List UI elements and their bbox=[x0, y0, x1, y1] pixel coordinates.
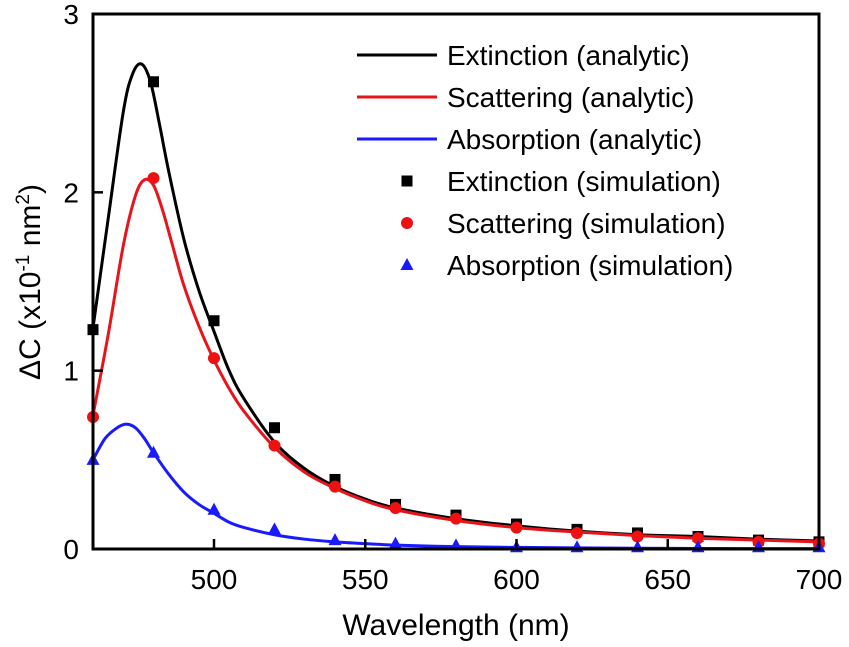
legend-swatch bbox=[401, 175, 413, 187]
scattering-simulation-point bbox=[692, 532, 704, 545]
absorption-simulation-point bbox=[207, 502, 221, 515]
legend-item-scattering-analytic: Scattering (analytic) bbox=[357, 82, 694, 113]
y-axis-title-mid: nm bbox=[14, 205, 47, 255]
x-axis-title: Wavelength (nm) bbox=[342, 609, 569, 642]
y-axis-title-close: ) bbox=[14, 184, 47, 194]
absorption-analytic-line bbox=[91, 422, 820, 551]
y-tick-label: 0 bbox=[63, 534, 79, 565]
y-tick-label: 1 bbox=[63, 356, 79, 387]
legend-swatch bbox=[400, 258, 414, 270]
scattering-simulation-point bbox=[147, 172, 160, 185]
absorption-simulation-point bbox=[449, 538, 463, 551]
absorption-simulation-point bbox=[389, 536, 402, 549]
absorption-simulation-point bbox=[147, 445, 160, 458]
extinction-simulation-point bbox=[148, 76, 159, 88]
legend-swatch bbox=[401, 217, 413, 229]
plot-area: 500 550 600 650 700 0 1 2 3 bbox=[63, 0, 842, 595]
legend-label: Absorption (simulation) bbox=[447, 250, 733, 281]
x-tick-label: 500 bbox=[191, 564, 238, 595]
y-tick-label: 2 bbox=[63, 177, 79, 208]
absorption-simulation-point bbox=[328, 533, 342, 546]
y-axis-title-exp1: -1 bbox=[13, 255, 34, 272]
y-axis-title-exp2: 2 bbox=[13, 194, 34, 205]
legend-item-absorption-simulation: Absorption (simulation) bbox=[400, 250, 733, 281]
legend-label: Extinction (analytic) bbox=[447, 40, 690, 71]
scattering-simulation-point bbox=[389, 501, 402, 514]
scattering-simulation-point bbox=[450, 512, 462, 525]
y-tick-label: 3 bbox=[63, 0, 79, 30]
legend-label: Absorption (analytic) bbox=[447, 124, 702, 155]
legend-label: Scattering (simulation) bbox=[447, 208, 726, 239]
extinction-simulation-point bbox=[269, 422, 280, 434]
scattering-simulation-point bbox=[208, 352, 220, 365]
y-axis-title-main: ΔC (x10 bbox=[14, 272, 47, 380]
x-tick-label: 650 bbox=[644, 564, 691, 595]
legend-item-extinction-analytic: Extinction (analytic) bbox=[357, 40, 690, 71]
x-tick-label: 550 bbox=[342, 564, 389, 595]
legend-item-extinction-simulation: Extinction (simulation) bbox=[401, 166, 721, 197]
plot-frame bbox=[91, 12, 821, 551]
extinction-simulation-point bbox=[329, 473, 341, 485]
scattering-simulation-point bbox=[510, 521, 523, 534]
legend-item-absorption-analytic: Absorption (analytic) bbox=[357, 124, 702, 155]
ticks-layer: 500 550 600 650 700 0 1 2 3 bbox=[63, 0, 842, 595]
scattering-simulation-point bbox=[268, 439, 281, 452]
x-tick-label: 700 bbox=[796, 564, 843, 595]
scattering-simulation-point bbox=[631, 530, 644, 543]
extinction-simulation-point bbox=[208, 315, 220, 327]
scattering-simulation-point bbox=[329, 480, 341, 493]
legend-item-scattering-simulation: Scattering (simulation) bbox=[401, 208, 726, 239]
x-tick-label: 600 bbox=[493, 564, 540, 595]
scattering-simulation-point bbox=[571, 526, 583, 539]
y-axis-title: ΔC (x10-1 nm2) bbox=[13, 184, 47, 380]
absorption-simulation-point bbox=[268, 522, 281, 535]
legend-label: Extinction (simulation) bbox=[447, 166, 721, 197]
legend-label: Scattering (analytic) bbox=[447, 82, 694, 113]
legend: Extinction (analytic) Scattering (analyti… bbox=[357, 40, 733, 281]
